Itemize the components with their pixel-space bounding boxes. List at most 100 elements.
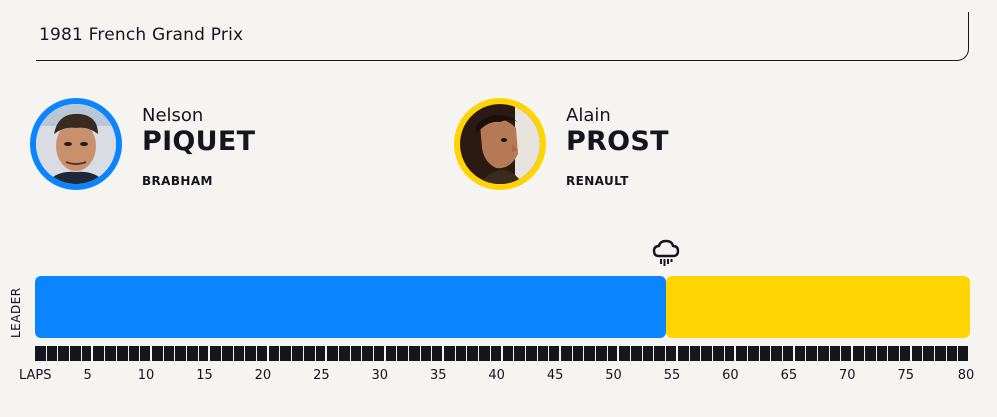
lap-cell [864,346,876,361]
lap-cell [35,346,46,361]
lap-tick-label: 20 [254,368,272,383]
lap-tick-label: 40 [488,368,505,383]
lap-cell [222,346,233,361]
lap-cell [747,346,759,361]
lap-tick-label: 5 [83,368,92,383]
lap-cell [560,346,572,361]
driver-first-name: Nelson [142,105,204,126]
laps-strip [35,346,970,361]
lap-cell [303,346,315,361]
lap-tick-label: 75 [897,368,914,383]
driver-photo-piquet [36,104,116,184]
driver-name-block: Nelson PIQUET BRABHAM [142,105,256,189]
lap-cell [245,346,257,361]
lap-cell [958,346,968,361]
lap-cell [455,346,467,361]
lap-cell [572,346,584,361]
lap-cell [771,346,782,361]
lap-cell [525,346,537,361]
driver-team: BRABHAM [142,174,213,188]
lap-cell [420,346,432,361]
lap-cell [409,346,420,361]
lap-tick-label: 15 [196,368,213,383]
lap-cell [175,346,186,361]
lap-cell [81,346,92,361]
lap-tick-label: 25 [313,368,330,383]
driver-team: RENAULT [566,174,629,188]
lap-cell [93,346,105,361]
driver-first-name: Alain [566,105,611,126]
avatar [30,98,122,190]
lap-cell [596,346,607,361]
driver-last-name: PIQUET [142,126,256,157]
lap-cell [479,346,490,361]
lap-cell [841,346,852,361]
lap-tick-label: 35 [429,368,447,383]
lap-cell [432,346,443,361]
lap-cell [327,346,338,361]
lap-cell [934,346,946,361]
lap-cell [444,346,455,361]
lap-cell [58,346,70,361]
driver-card-prost: Alain PROST RENAULT [454,98,669,190]
lap-cell [701,346,712,361]
lap-cell [631,346,642,361]
lap-cell [163,346,175,361]
lap-cell [362,346,373,361]
lap-cell [350,346,362,361]
lap-cell [467,346,479,361]
lap-cell [315,346,326,361]
driver-card-piquet: Nelson PIQUET BRABHAM [30,98,255,190]
leader-axis-label: LEADER [9,287,23,338]
lap-cell [689,346,701,361]
lap-tick-label: 30 [371,368,389,383]
lap-cell [233,346,245,361]
driver-name-block: Alain PROST RENAULT [566,105,669,189]
lap-cell [829,346,841,361]
lap-cell [186,346,198,361]
lap-cell [140,346,150,361]
lap-tick-label: 10 [137,368,155,383]
lap-cell [911,346,923,361]
lap-cell [794,346,806,361]
lap-cell [888,346,899,361]
leader-segment-piquet [35,276,667,338]
lap-cell [116,346,128,361]
driver-photo-prost [460,104,540,184]
lap-cell [46,346,58,361]
leader-bar [35,276,970,338]
lap-tick-label: 65 [780,368,798,383]
lap-cell [198,346,209,361]
lap-cell [537,346,549,361]
lap-cell [853,346,864,361]
lap-cell [490,346,501,361]
lap-cell [502,346,514,361]
lap-cell [128,346,140,361]
lap-cell [666,346,676,361]
lap-cell [736,346,747,361]
leader-segment-prost [666,276,970,338]
lap-cell [397,346,408,361]
lap-cell [584,346,595,361]
rain-cloud-icon [650,236,682,268]
lap-cell [514,346,525,361]
lap-cell [338,346,350,361]
lap-cell [712,346,724,361]
lap-cell [923,346,934,361]
lap-cell [654,346,666,361]
driver-last-name: PROST [566,126,669,157]
lap-tick-label: 80 [957,368,975,383]
lap-cell [677,346,689,361]
page-title: 1981 French Grand Prix [39,25,244,45]
lap-cell [105,346,116,361]
lap-cell [876,346,888,361]
lap-tick-label: 45 [546,368,564,383]
lap-tick-label: 60 [722,368,739,383]
lap-cell [724,346,735,361]
lap-cell [607,346,618,361]
lap-cell [268,346,280,361]
lap-cell [385,346,397,361]
lap-cell [818,346,829,361]
lap-cell [292,346,303,361]
lap-cell [373,346,384,361]
